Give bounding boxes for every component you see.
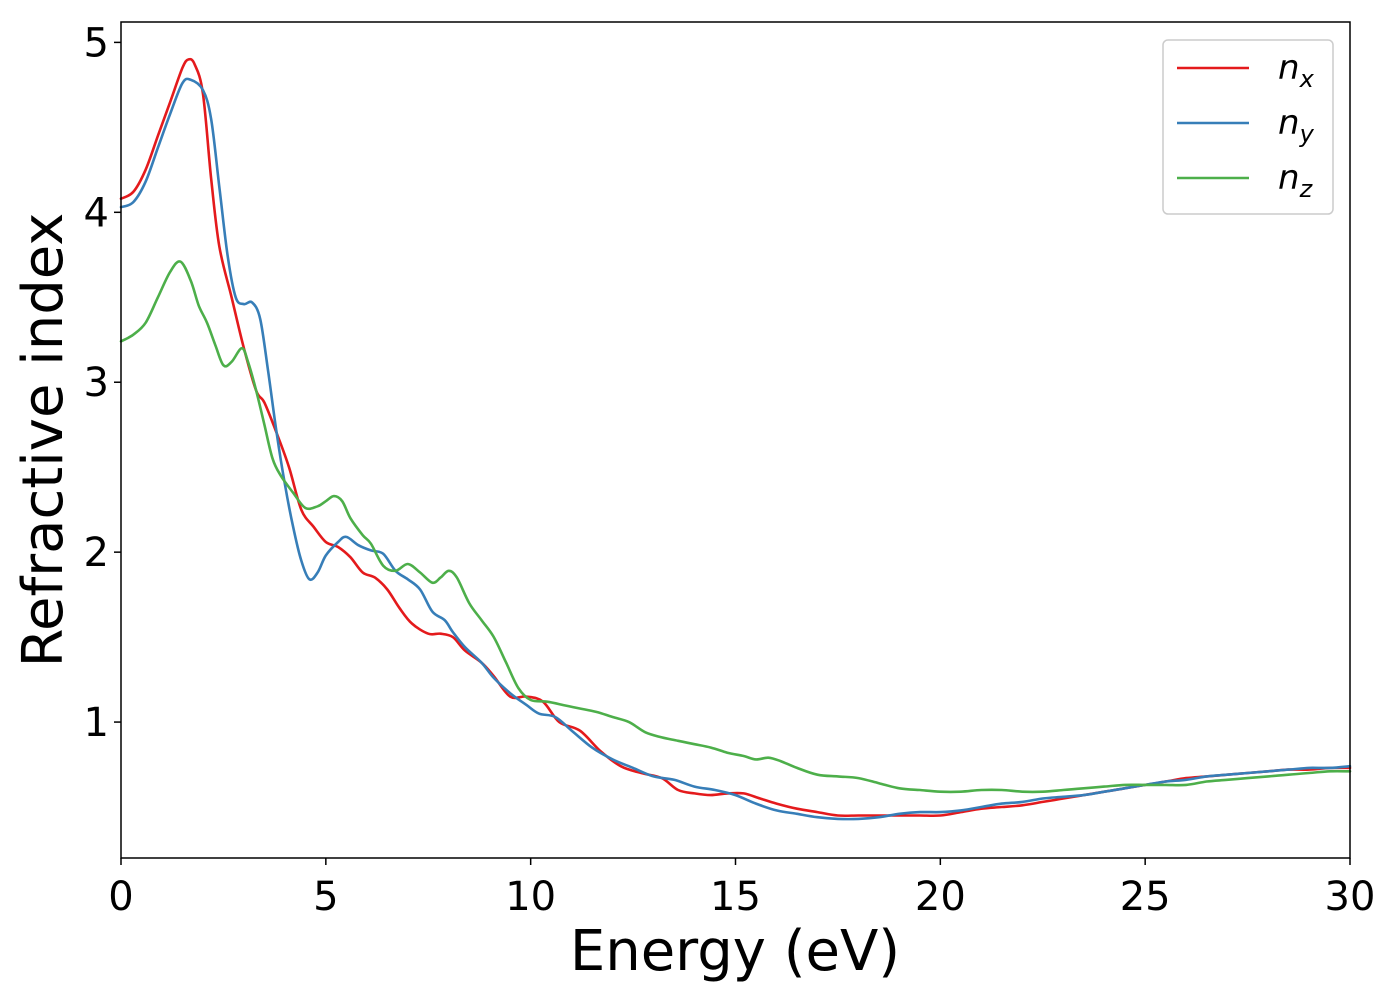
y-tick-label: 2 xyxy=(84,530,109,576)
x-tick-label: 5 xyxy=(313,874,338,920)
x-tick-label: 20 xyxy=(915,874,966,920)
series-layer xyxy=(119,57,1352,821)
x-axis-ticks: 0 5 10 15 20 25 30 xyxy=(108,858,1375,920)
y-tick-label: 3 xyxy=(84,360,109,406)
series-line-n-y xyxy=(119,77,1352,821)
plot-area-background xyxy=(121,22,1350,858)
x-axis-label: Energy (eV) xyxy=(570,919,900,984)
series-line-n-z xyxy=(119,260,1352,794)
y-axis-ticks: 1 2 3 4 5 xyxy=(84,20,121,746)
y-tick-label: 4 xyxy=(84,190,109,236)
y-axis-label: Refractive index xyxy=(11,213,76,668)
y-tick-label: 1 xyxy=(84,700,109,746)
legend-label-n-z: nz xyxy=(1278,158,1314,203)
x-tick-label: 30 xyxy=(1325,874,1376,920)
x-tick-label: 25 xyxy=(1120,874,1171,920)
legend-label-n-x: nx xyxy=(1278,48,1315,93)
legend-frame xyxy=(1162,39,1334,215)
legend-entries: nx ny nz xyxy=(1177,48,1315,203)
legend-label-n-y: ny xyxy=(1278,103,1315,148)
y-tick-label: 5 xyxy=(84,20,109,66)
legend: nx ny nz xyxy=(1162,39,1334,215)
x-tick-label: 0 xyxy=(108,874,133,920)
x-tick-label: 15 xyxy=(710,874,761,920)
x-tick-label: 10 xyxy=(505,874,556,920)
